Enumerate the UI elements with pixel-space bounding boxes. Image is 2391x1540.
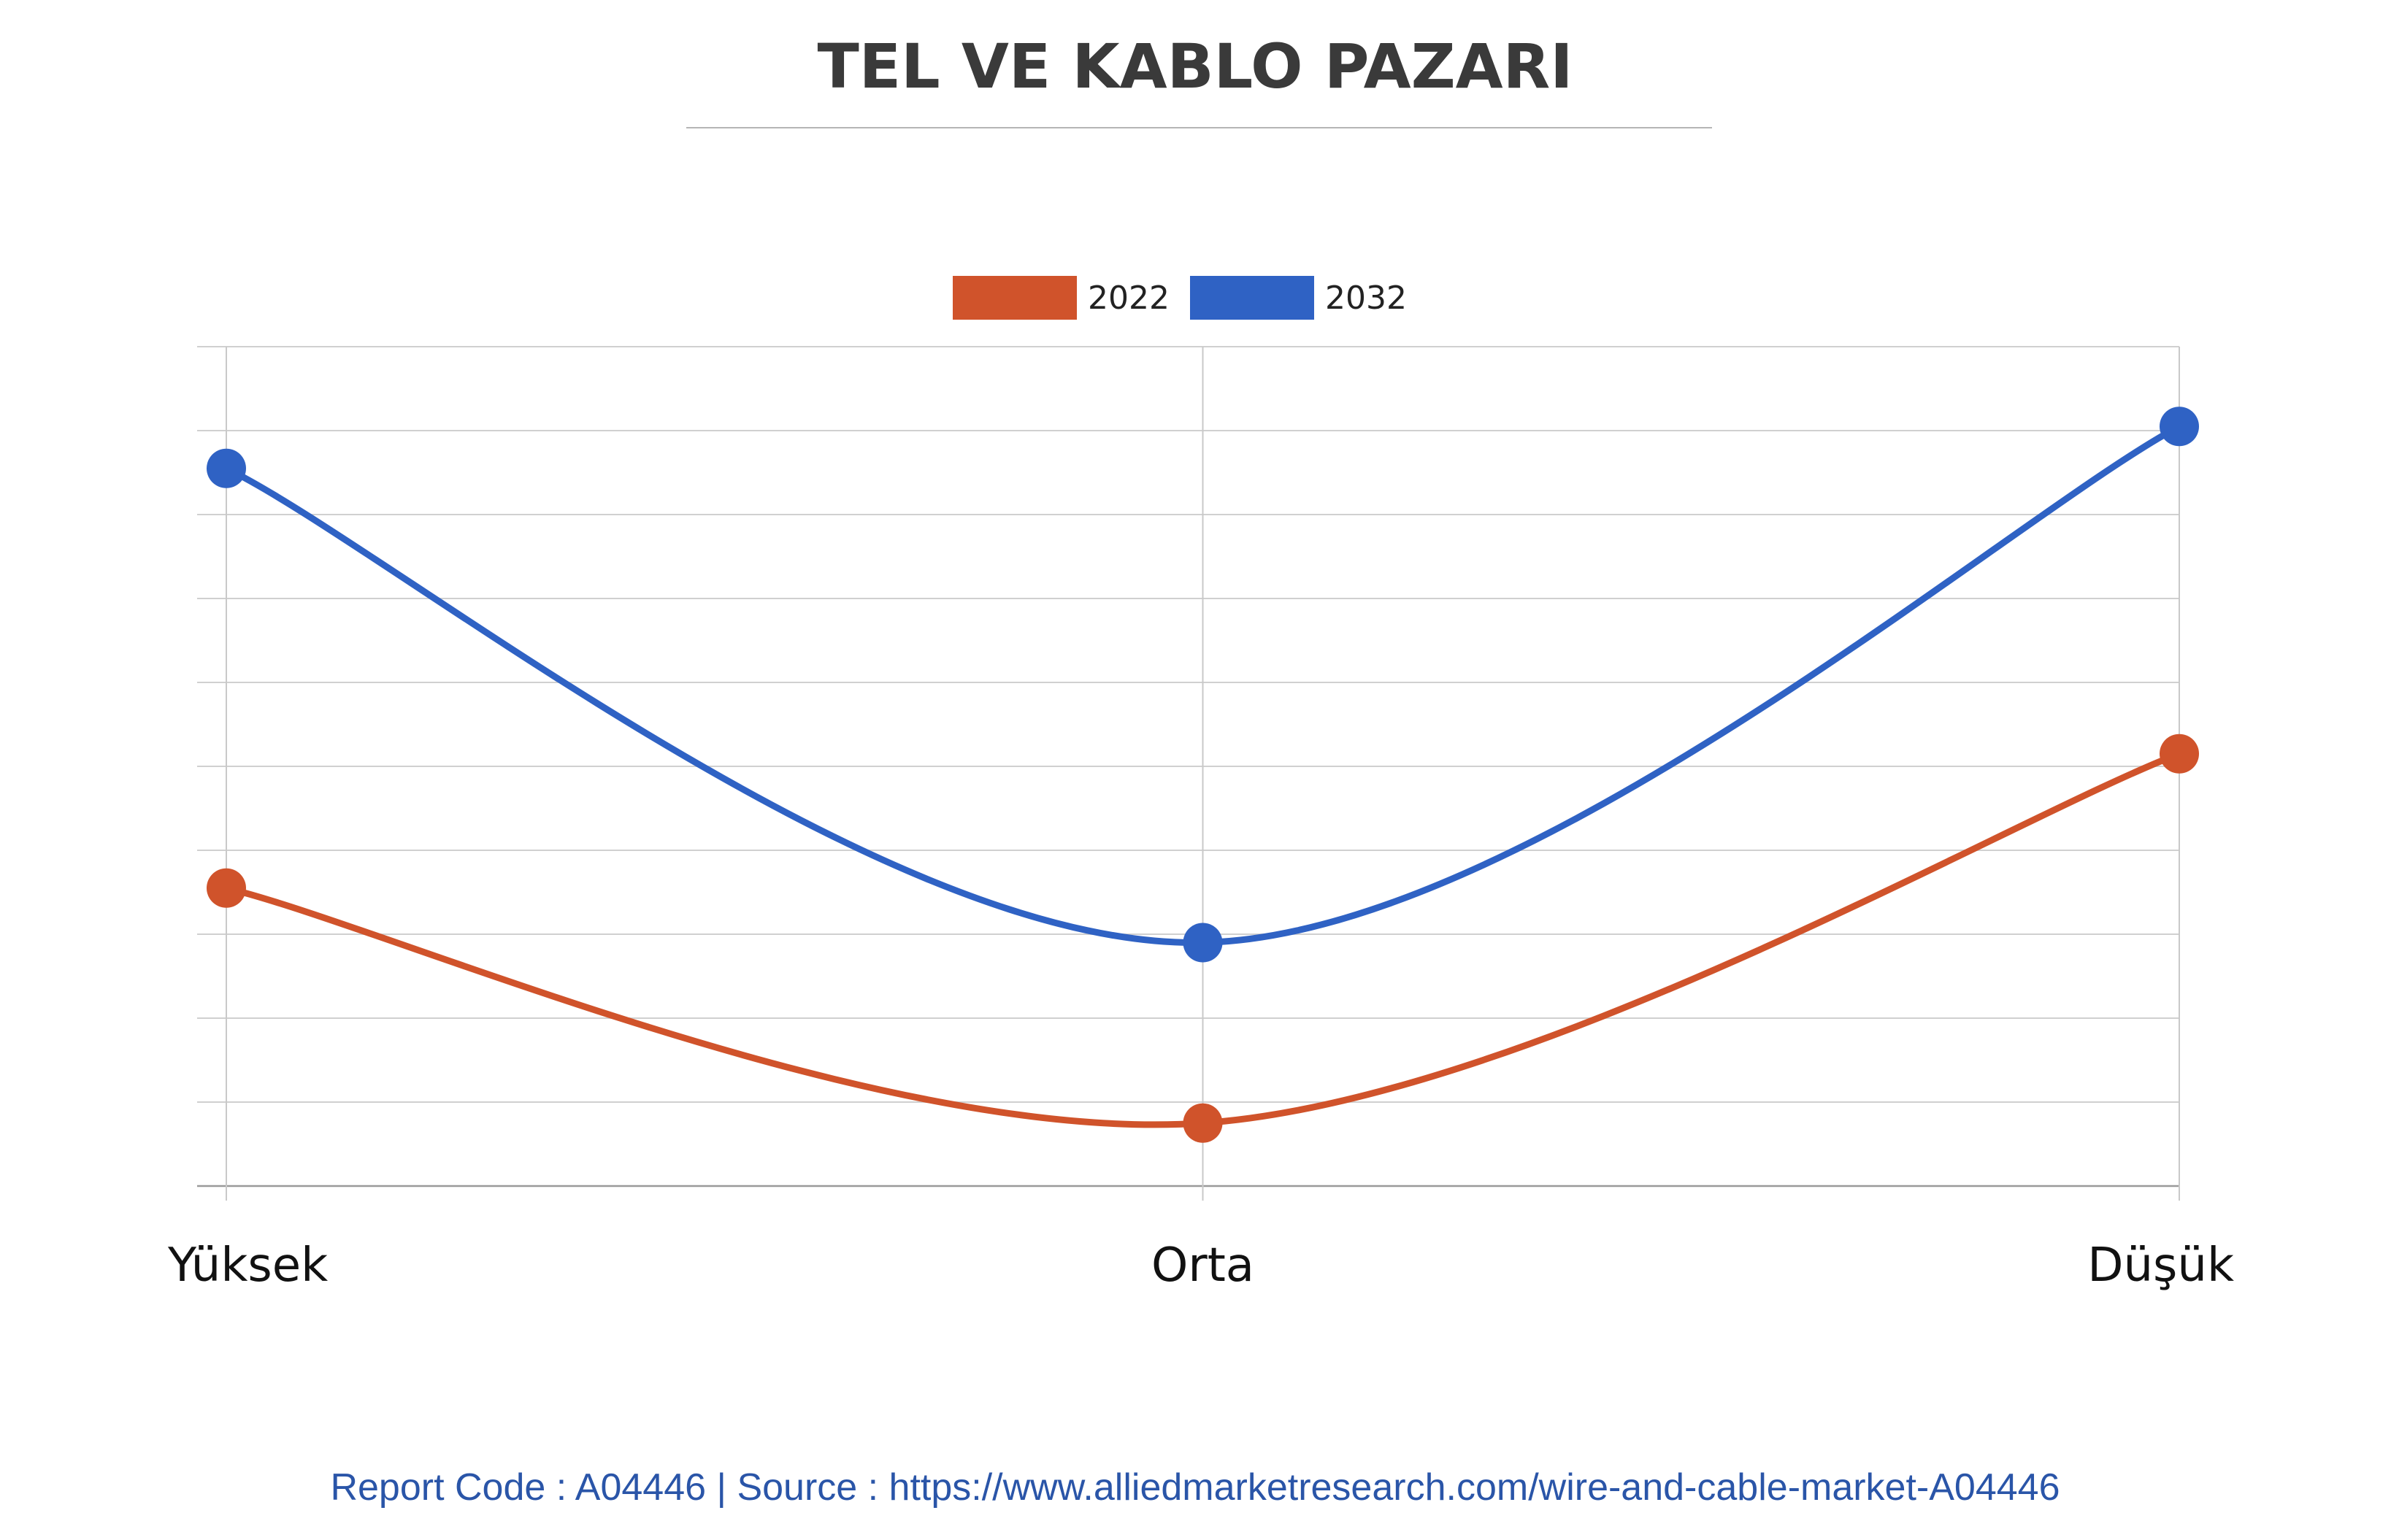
legend-swatch-2032	[1190, 276, 1314, 320]
data-point-2032-1	[1183, 923, 1223, 963]
legend-swatch-2022	[953, 276, 1077, 320]
data-point-2022-1	[1183, 1103, 1223, 1143]
grid	[197, 346, 2180, 1201]
data-point-2022-2	[2160, 734, 2199, 774]
x-tick-label: Düşük	[2087, 1239, 2234, 1293]
chart-title: TEL VE KABLO PAZARI	[817, 31, 1573, 102]
legend-label-2022: 2022	[1088, 280, 1170, 317]
data-point-2032-0	[207, 448, 246, 488]
legend-label-2032: 2032	[1325, 280, 1407, 317]
series-lines	[207, 407, 2199, 1143]
x-tick-label: Yüksek	[167, 1239, 328, 1293]
x-tick-label: Orta	[1151, 1239, 1254, 1293]
legend: 2022 2032	[953, 276, 1407, 320]
footer-source: Report Code : A04446 | Source : https://…	[330, 1466, 2060, 1509]
data-point-2022-0	[207, 868, 246, 908]
x-axis-ticks: Yüksek Orta Düşük	[167, 1239, 2234, 1293]
data-point-2032-2	[2160, 407, 2199, 447]
